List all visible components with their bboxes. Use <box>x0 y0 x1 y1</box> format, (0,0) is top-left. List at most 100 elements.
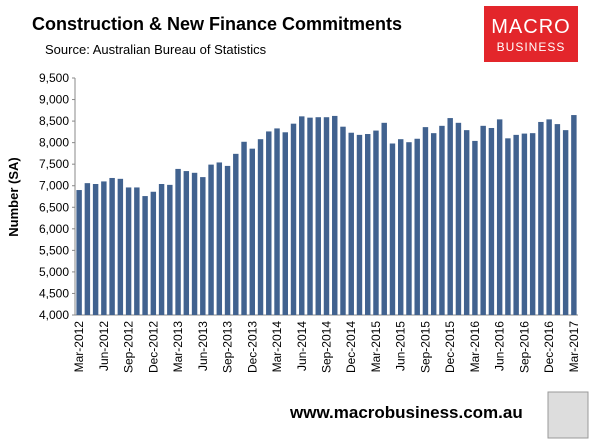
bar <box>216 162 223 315</box>
bar <box>397 139 404 315</box>
bar <box>447 118 453 315</box>
bar <box>274 128 280 315</box>
bar <box>224 165 231 315</box>
bar <box>117 178 124 315</box>
bar <box>323 117 330 315</box>
x-tick-label: Mar-2012 <box>72 321 86 373</box>
logo-top: MACRO <box>491 16 570 38</box>
x-tick-label: Jun-2014 <box>295 321 309 371</box>
bar <box>546 119 552 315</box>
bar <box>282 132 288 315</box>
bar <box>183 171 190 315</box>
bar <box>529 133 536 315</box>
y-tick-label: 8,000 <box>39 136 69 150</box>
x-tick-label: Jun-2016 <box>493 321 507 371</box>
bar <box>134 187 140 315</box>
x-tick-label: Mar-2014 <box>270 321 284 373</box>
x-tick-label: Dec-2013 <box>245 321 259 373</box>
bar <box>142 196 148 315</box>
bar <box>422 127 429 316</box>
bar <box>496 119 503 315</box>
x-tick-label: Dec-2015 <box>443 321 457 373</box>
bar <box>125 187 132 315</box>
bar <box>505 138 511 315</box>
y-tick-label: 4,500 <box>39 286 69 300</box>
bar <box>562 130 569 315</box>
bar <box>406 142 412 315</box>
y-tick-label: 8,500 <box>39 114 69 128</box>
y-tick-label: 5,500 <box>39 243 69 257</box>
bar <box>241 141 247 315</box>
x-tick-label: Dec-2014 <box>344 321 358 373</box>
bar <box>266 131 272 315</box>
bar <box>472 140 478 315</box>
bar <box>150 191 157 315</box>
bar <box>76 190 82 315</box>
bar <box>191 172 198 315</box>
y-tick-label: 6,500 <box>39 200 69 214</box>
bar <box>208 164 214 315</box>
website: www.macrobusiness.com.au <box>289 403 523 422</box>
bar <box>414 138 420 315</box>
bar <box>513 134 519 315</box>
bar <box>167 184 173 315</box>
y-tick-label: 9,000 <box>39 93 69 107</box>
x-tick-label: Dec-2012 <box>146 321 160 373</box>
bar <box>92 184 99 315</box>
x-tick-label: Mar-2017 <box>567 321 581 373</box>
bar <box>109 177 115 315</box>
bar <box>332 115 338 315</box>
bar <box>554 124 561 315</box>
bar <box>307 117 313 315</box>
bar <box>538 121 544 315</box>
bar <box>340 126 346 316</box>
bar <box>488 127 495 316</box>
x-tick-label: Sep-2016 <box>517 321 531 373</box>
bar <box>430 133 437 315</box>
bar <box>521 133 528 315</box>
x-tick-label: Sep-2014 <box>320 321 334 373</box>
y-axis-label: Number (SA) <box>6 157 21 236</box>
x-tick-label: Mar-2015 <box>369 321 383 373</box>
x-tick-label: Jun-2015 <box>394 321 408 371</box>
logo-box <box>484 6 578 62</box>
x-tick-label: Jun-2013 <box>196 321 210 371</box>
bar <box>299 116 305 315</box>
logo-bottom: BUSINESS <box>497 40 566 54</box>
bar <box>373 130 379 315</box>
y-tick-label: 7,500 <box>39 157 69 171</box>
bar <box>455 122 462 315</box>
bar <box>257 139 264 315</box>
y-tick-label: 6,000 <box>39 222 69 236</box>
x-tick-label: Mar-2013 <box>171 321 185 373</box>
chart-source: Source: Australian Bureau of Statistics <box>45 42 267 57</box>
bar <box>389 143 396 315</box>
x-tick-label: Dec-2016 <box>542 321 556 373</box>
bar <box>290 123 297 315</box>
wolf-icon <box>547 391 589 439</box>
bar <box>249 148 256 315</box>
x-tick-label: Sep-2013 <box>221 321 235 373</box>
bar <box>439 125 445 316</box>
bar <box>571 115 577 315</box>
y-tick-label: 9,500 <box>39 71 69 85</box>
x-tick-label: Jun-2012 <box>97 321 111 371</box>
bar <box>175 168 181 315</box>
bar <box>365 134 371 315</box>
x-tick-label: Sep-2012 <box>122 321 136 373</box>
bar <box>200 177 206 315</box>
bar <box>315 117 321 315</box>
y-tick-label: 5,000 <box>39 265 69 279</box>
y-tick-label: 4,000 <box>39 308 69 322</box>
bar <box>101 181 107 315</box>
chart-title: Construction & New Finance Commitments <box>32 14 402 34</box>
bar <box>158 184 165 315</box>
bar <box>463 130 470 315</box>
y-tick-label: 7,000 <box>39 179 69 193</box>
bar <box>233 153 239 315</box>
bar <box>356 134 363 315</box>
bar <box>348 132 354 315</box>
bar <box>480 125 486 316</box>
x-tick-label: Sep-2015 <box>418 321 432 373</box>
